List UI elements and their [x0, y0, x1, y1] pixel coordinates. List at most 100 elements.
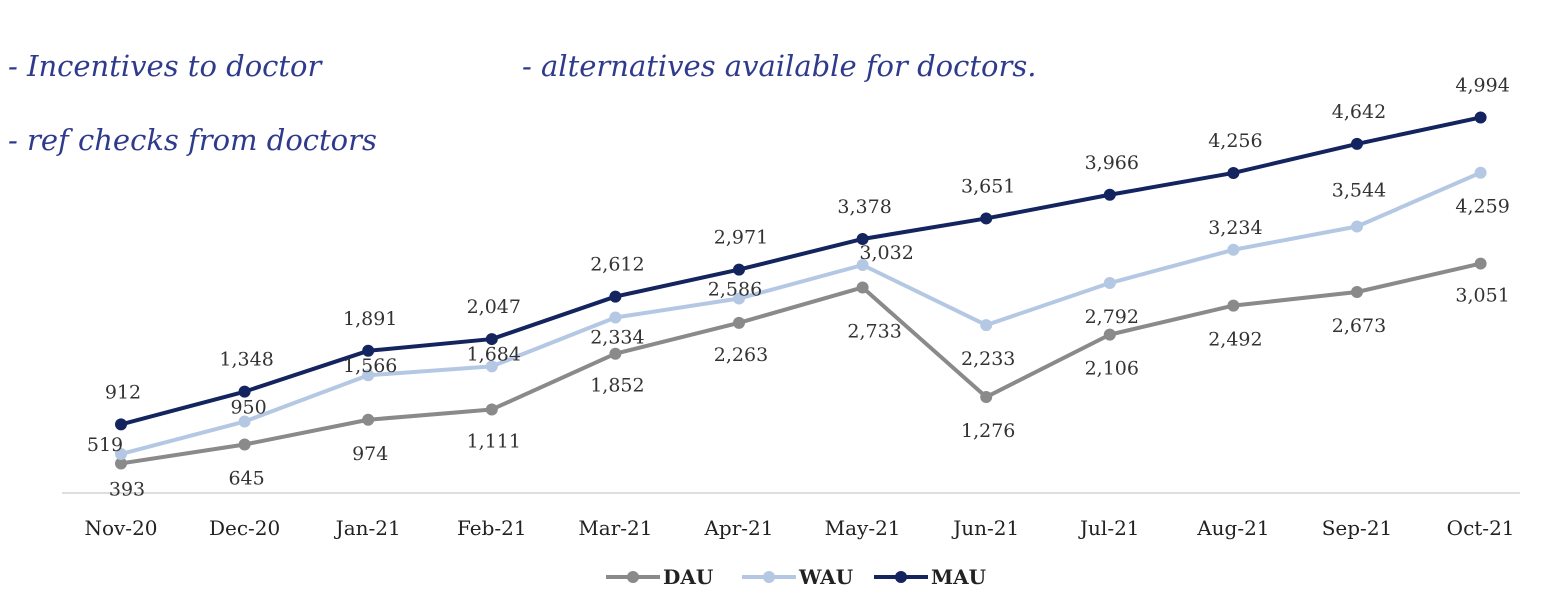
wau-data-label: 519	[87, 434, 123, 456]
dau-point	[362, 413, 375, 426]
dau-data-label: 1,276	[961, 420, 1015, 442]
dau-data-label: 3,051	[1455, 285, 1509, 307]
dau-data-label: 645	[228, 467, 264, 489]
mau-data-label: 1,348	[219, 349, 273, 371]
wau-point	[1103, 277, 1116, 290]
mau-data-label: 3,966	[1085, 152, 1139, 174]
wau-point	[980, 319, 993, 332]
wau-point	[115, 447, 127, 460]
dau-data-label: 393	[109, 478, 145, 500]
mau-point	[609, 290, 622, 303]
mau-series-line	[120, 115, 1482, 427]
mau-point	[1351, 137, 1363, 150]
dau-point	[1227, 299, 1240, 312]
note-incentives: - Incentives to doctor	[8, 49, 324, 83]
mau-point	[733, 263, 745, 276]
handwritten-notes: - Incentives to doctor - alternatives av…	[8, 49, 1036, 157]
x-tick-label: May-21	[825, 516, 901, 540]
dau-data-label: 1,111	[467, 430, 521, 452]
dau-point	[1103, 328, 1116, 341]
x-tick-label: Mar-21	[578, 516, 652, 540]
legend: DAU WAU MAU	[606, 565, 986, 589]
mau-point	[362, 344, 375, 357]
mau-point	[980, 212, 993, 225]
mau-data-label: 4,256	[1208, 130, 1262, 152]
wau-series-line	[120, 170, 1482, 456]
wau-point	[362, 369, 375, 382]
mau-data-label: 4,994	[1455, 74, 1509, 96]
mau-legend-marker	[895, 571, 907, 583]
wau-point	[609, 311, 622, 324]
dau-data-label: 2,492	[1208, 329, 1262, 351]
x-tick-label: Sep-21	[1322, 516, 1393, 540]
dau-data-label: 974	[352, 443, 388, 465]
mau-data-label: 1,891	[343, 308, 397, 330]
x-tick-label: Jan-21	[334, 516, 401, 540]
x-tick-label: Oct-21	[1447, 516, 1515, 540]
data-label-layer: 393 645 974 1,111 1,852 2,263 2,733 1,276 2,106 2…	[87, 74, 1510, 500]
dau-point	[980, 391, 993, 404]
dau-point	[1474, 257, 1487, 270]
mau-point	[238, 385, 251, 398]
dau-data-label: 1,852	[590, 375, 644, 397]
wau-legend-marker	[763, 571, 775, 583]
wau-data-label: 2,334	[590, 326, 644, 348]
wau-data-label: 2,586	[708, 279, 762, 301]
wau-data-label: 3,544	[1332, 179, 1386, 201]
x-tick-label: Apr-21	[703, 516, 773, 540]
x-tick-label: Dec-20	[209, 516, 280, 540]
x-tick-label: Nov-20	[84, 516, 157, 540]
wau-data-label: 3,032	[859, 242, 913, 264]
dau-legend-label: DAU	[663, 565, 713, 589]
wau-data-label: 4,259	[1455, 196, 1509, 218]
wau-data-label: 2,792	[1085, 306, 1139, 328]
mau-data-label: 912	[105, 381, 141, 403]
mau-data-label: 3,378	[837, 196, 891, 218]
wau-point	[485, 360, 498, 373]
wau-point	[856, 258, 869, 271]
wau-data-label: 1,566	[343, 355, 397, 377]
wau-point	[1474, 166, 1487, 179]
x-tick-label: Feb-21	[457, 516, 527, 540]
dau-point	[733, 316, 745, 329]
mau-point	[1474, 111, 1487, 124]
wau-point	[1351, 220, 1363, 233]
wau-point	[733, 292, 745, 305]
x-tick-label: Aug-21	[1196, 516, 1269, 540]
x-tick-layer: Nov-20 Dec-20 Jan-21 Feb-21 Mar-21 Apr-21 May-…	[84, 516, 1514, 540]
wau-data-label: 950	[230, 397, 266, 419]
note-alternatives: - alternatives available for doctors.	[522, 49, 1036, 83]
wau-data-label: 1,684	[467, 343, 521, 365]
mau-point	[1103, 188, 1116, 201]
dau-point	[1351, 285, 1363, 298]
mau-point	[485, 333, 498, 346]
dau-data-label: 2,733	[847, 320, 901, 342]
dau-series-line	[120, 261, 1482, 466]
x-tick-label: Jul-21	[1078, 516, 1140, 540]
dau-point	[238, 438, 251, 451]
mau-legend-label: MAU	[931, 565, 986, 589]
mau-data-label: 2,047	[467, 296, 521, 318]
note-ref-checks: - ref checks from doctors	[8, 123, 377, 157]
dau-data-label: 2,673	[1332, 315, 1386, 337]
x-tick-label: Jun-21	[951, 516, 1019, 540]
mau-point	[856, 232, 869, 245]
mau-data-label: 4,642	[1332, 101, 1386, 123]
mau-data-label: 2,612	[590, 254, 644, 276]
wau-point	[1227, 243, 1240, 256]
dau-point	[485, 403, 498, 416]
dau-point	[115, 457, 127, 470]
mau-data-label: 3,651	[961, 175, 1015, 197]
wau-legend-label: WAU	[798, 565, 853, 589]
mau-point	[1227, 166, 1240, 179]
mau-point	[115, 418, 127, 431]
wau-data-label: 2,233	[961, 348, 1015, 370]
wau-data-label: 3,234	[1208, 217, 1262, 239]
dau-point	[856, 281, 869, 294]
dau-data-label: 2,263	[714, 344, 768, 366]
wau-point	[238, 415, 251, 428]
dau-point	[609, 347, 622, 360]
dau-data-label: 2,106	[1085, 358, 1139, 380]
dau-legend-marker	[627, 571, 639, 583]
